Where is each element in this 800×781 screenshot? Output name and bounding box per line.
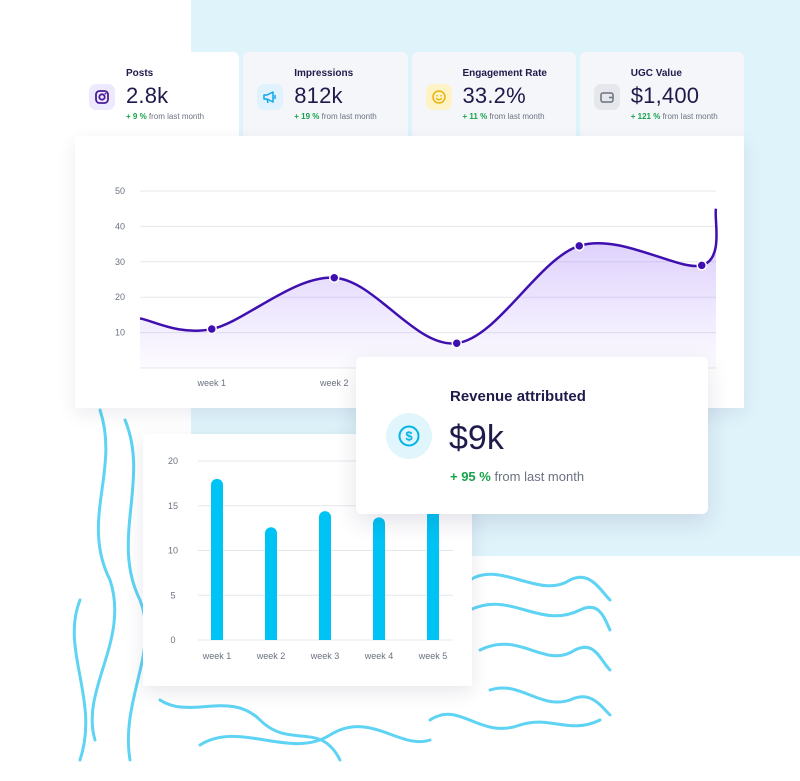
revenue-change-text: from last month [494,469,585,484]
line-point [329,272,340,283]
megaphone-icon [257,84,284,110]
line-point [206,323,217,335]
revenue-card: $ Revenue attributed $9k + 95 % from las… [356,357,708,514]
y-tick-label: 20 [115,292,125,302]
bar [373,517,385,640]
stat-change-pct: + 121 % [630,112,661,121]
x-tick-label: week 5 [418,651,448,661]
x-tick-label: week 2 [256,651,286,661]
stat-title: UGC Value [630,68,682,79]
stat-card-posts[interactable]: Posts 2.8k + 9 % from last month [75,52,240,136]
dollar-circle-icon: $ [386,413,432,459]
stat-value: 33.2% [462,83,526,108]
x-tick-label: week 3 [310,651,340,661]
revenue-change: + 95 % from last month [450,469,584,484]
revenue-change-pct: + 95 % [450,469,491,484]
stat-value: 812k [294,83,343,108]
y-tick-label: 5 [170,590,175,600]
stat-card-engagement-rate[interactable]: Engagement Rate 33.2% + 11 % from last m… [411,52,576,136]
stat-title: Impressions [294,68,354,79]
y-tick-label: 10 [168,546,178,556]
bar-base [211,634,223,640]
instagram-icon [89,84,115,110]
x-tick-label: week 1 [196,378,226,388]
revenue-title: Revenue attributed [450,388,586,405]
stats-row: Posts 2.8k + 9 % from last month Impress… [75,52,744,136]
line-chart: 10 20 30 40 50 week 1 week 2 [115,186,718,388]
line-area-fill [140,208,717,368]
stat-value: 2.8k [126,83,169,108]
bar-base [265,634,277,640]
bar-base [319,634,331,640]
line-point [696,260,707,271]
bar-base [427,634,439,640]
bar [319,511,331,640]
y-tick-label: 15 [168,501,178,511]
stat-change: + 19 % from last month [294,112,377,121]
stat-change-pct: + 9 % [126,112,147,121]
stat-value: $1,400 [630,83,700,108]
stat-change-pct: + 19 % [294,112,320,121]
smiley-icon [425,84,452,110]
stat-title: Engagement Rate [462,68,547,79]
bar-chart: 0 5 10 15 20 week 1 week 2 week 3 week 4 week 5 [168,452,453,661]
y-tick-label: 40 [115,221,125,231]
stat-title: Posts [126,68,154,79]
stat-card-impressions[interactable]: Impressions 812k + 19 % from last month [243,52,408,136]
stat-change-text: from last month [489,112,545,121]
y-tick-label: 0 [170,635,175,645]
stat-change-text: from last month [321,112,377,121]
line-point [451,337,462,349]
line-point [574,240,585,252]
y-tick-label: 20 [168,456,178,466]
bar-base [373,634,385,640]
stat-change: + 11 % from last month [463,112,545,121]
revenue-value: $9k [449,419,504,457]
stat-change-pct: + 11 % [462,112,488,121]
y-tick-label: 30 [115,257,125,267]
x-tick-label: week 4 [364,651,394,661]
stat-card-ugc-value[interactable]: UGC Value $1,400 + 121 % from last month [579,52,744,136]
stat-change: + 121 % from last month [631,112,718,121]
y-tick-label: 10 [115,328,125,338]
bar [265,527,277,640]
stat-change-text: from last month [148,112,205,121]
bar [211,478,223,640]
stat-change-text: from last month [662,112,718,121]
stat-change: + 9 % from last month [126,112,204,121]
wallet-icon [593,84,620,110]
svg-text:$: $ [405,429,413,444]
x-tick-label: week 2 [319,378,349,388]
x-tick-label: week 1 [202,651,232,661]
y-tick-label: 50 [115,186,125,196]
